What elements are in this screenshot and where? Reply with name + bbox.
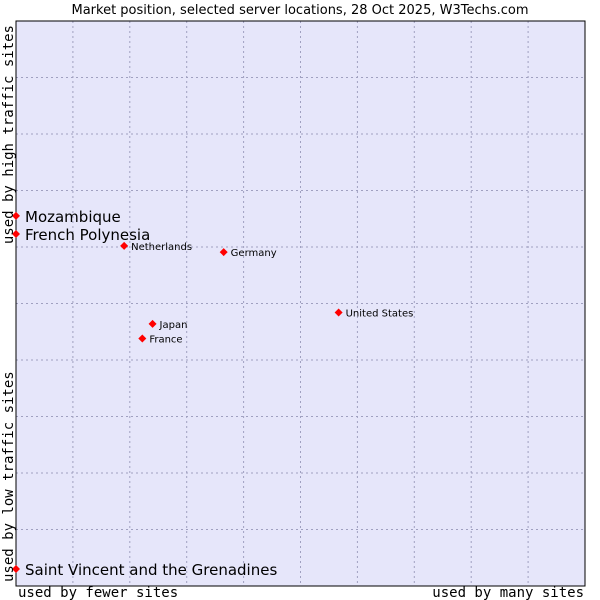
point-marker: [12, 211, 20, 220]
point-label: Netherlands: [131, 242, 192, 253]
plot-border: [15, 20, 586, 587]
point-marker: [148, 319, 157, 328]
y-axis-bottom-label: used by low traffic sites: [1, 371, 17, 582]
data-point-japan: Japan: [148, 319, 188, 331]
point-marker: [12, 230, 20, 239]
point-marker: [334, 308, 343, 317]
data-point-germany: Germany: [219, 248, 277, 259]
data-point-french-polynesia: French Polynesia: [12, 226, 150, 244]
grid-lines: [16, 21, 585, 586]
data-point-mozambique: Mozambique: [12, 208, 121, 226]
data-point-france: France: [138, 334, 183, 346]
point-label: Mozambique: [25, 208, 121, 226]
y-axis-top-label: used by high traffic sites: [1, 25, 17, 244]
point-label: Japan: [159, 320, 188, 331]
point-label: Germany: [231, 248, 277, 259]
point-label: France: [149, 335, 182, 346]
point-label: French Polynesia: [25, 226, 150, 244]
data-point-united-states: United States: [334, 308, 414, 320]
x-axis-left-label: used by fewer sites: [18, 585, 178, 600]
x-axis-right-label: used by many sites: [432, 585, 584, 600]
point-marker: [12, 565, 20, 574]
point-marker: [120, 241, 129, 250]
data-point-netherlands: Netherlands: [120, 241, 192, 253]
chart-title: Market position, selected server locatio…: [71, 3, 528, 18]
point-marker: [219, 248, 228, 257]
point-label: United States: [346, 309, 414, 320]
point-label: Saint Vincent and the Grenadines: [25, 561, 277, 579]
data-point-saint-vincent-and-the-grenadines: Saint Vincent and the Grenadines: [12, 561, 277, 579]
point-marker: [138, 334, 147, 343]
